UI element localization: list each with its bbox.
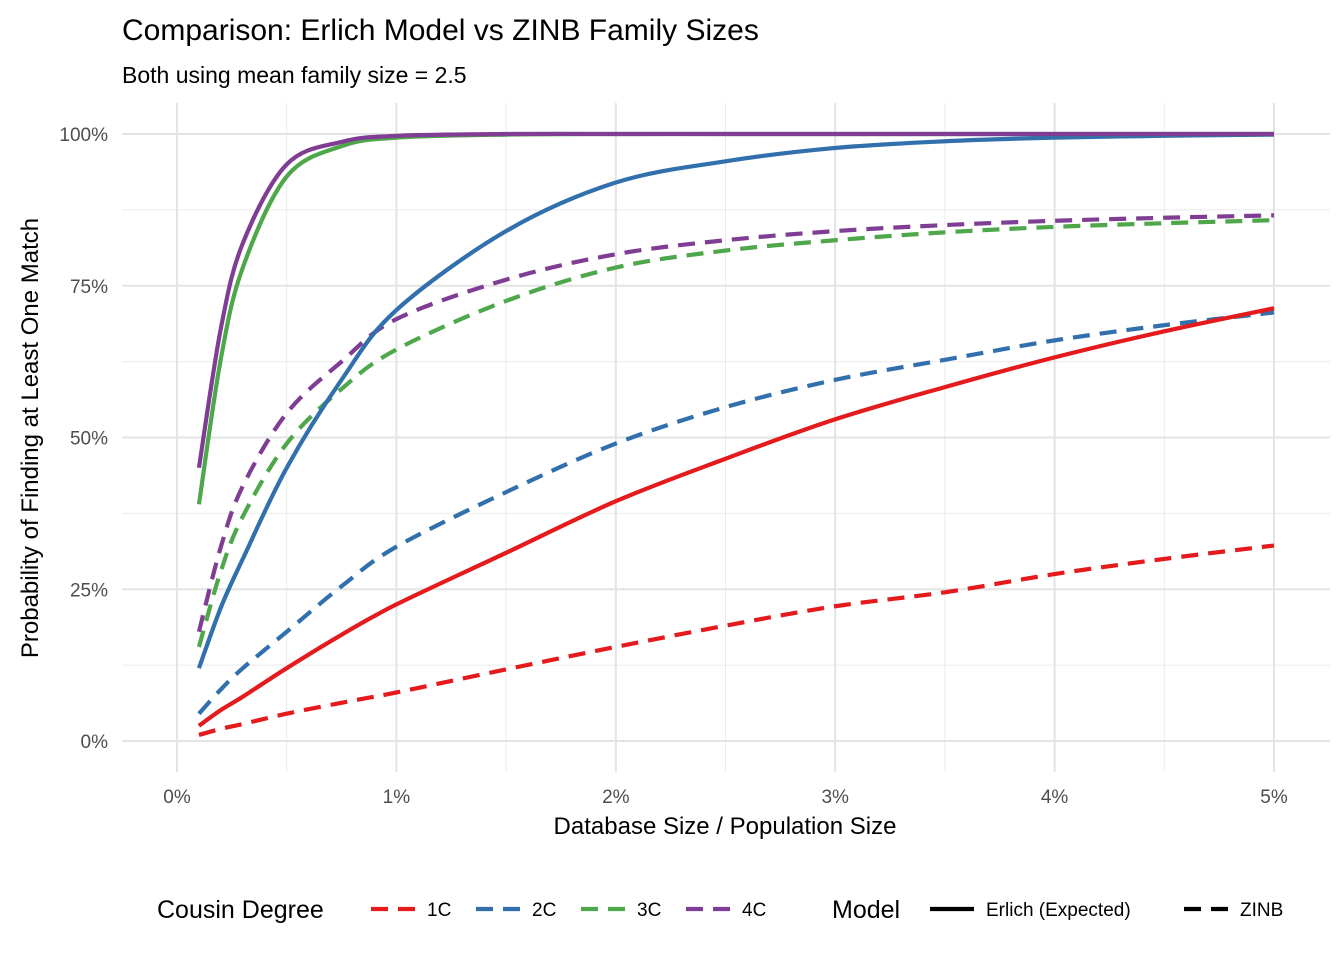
- x-tick-label: 4%: [1041, 787, 1069, 808]
- x-tick-label: 1%: [383, 787, 411, 808]
- series-line-4c-erlich: [196, 131, 1274, 469]
- series-line-2c-erlich: [196, 132, 1275, 669]
- legend-label-1c: 1C: [427, 900, 451, 921]
- series-line-2c-zinb: [197, 310, 1275, 716]
- series-line-1c-zinb: [198, 543, 1275, 737]
- chart-subtitle: Both using mean family size = 2.5: [122, 62, 467, 88]
- series-lines: [196, 131, 1275, 737]
- legend-label-4c: 4C: [742, 900, 766, 921]
- series-line-3c-zinb: [196, 218, 1275, 648]
- legend-color-items: 1C 2C 3C 4C: [371, 900, 766, 921]
- series-line-3c-erlich: [196, 131, 1274, 505]
- series-line-4c-zinb: [196, 213, 1275, 633]
- x-tick-label: 2%: [602, 787, 630, 808]
- legend-label-2c: 2C: [532, 900, 556, 921]
- x-axis-ticks: 0% 1% 2% 3% 4% 5%: [163, 787, 1288, 808]
- y-tick-label: 0%: [81, 732, 109, 753]
- legend-label-zinb: ZINB: [1240, 900, 1283, 921]
- legend: Cousin Degree 1C 2C 3C 4C Model Erlich (Exp…: [157, 896, 1283, 924]
- legend-label-3c: 3C: [637, 900, 661, 921]
- chart-title: Comparison: Erlich Model vs ZINB Family …: [122, 14, 759, 47]
- y-tick-label: 75%: [70, 277, 108, 298]
- x-tick-label: 5%: [1260, 787, 1288, 808]
- grid-lines: [122, 103, 1330, 772]
- y-tick-label: 25%: [70, 580, 108, 601]
- x-axis-title: Database Size / Population Size: [554, 813, 897, 840]
- y-axis-title: Probability of Finding at Least One Matc…: [17, 218, 44, 658]
- legend-label-erlich: Erlich (Expected): [986, 900, 1131, 921]
- y-tick-label: 100%: [59, 125, 108, 146]
- y-axis-ticks: 0% 25% 50% 75% 100%: [59, 125, 108, 753]
- x-tick-label: 3%: [821, 787, 849, 808]
- legend-title-cousin-degree: Cousin Degree: [157, 896, 324, 924]
- legend-linetype-items: Erlich (Expected) ZINB: [930, 900, 1283, 921]
- x-tick-label: 0%: [163, 787, 191, 808]
- y-tick-label: 50%: [70, 429, 108, 450]
- series-line-1c-erlich: [197, 306, 1275, 728]
- legend-title-model: Model: [832, 896, 900, 924]
